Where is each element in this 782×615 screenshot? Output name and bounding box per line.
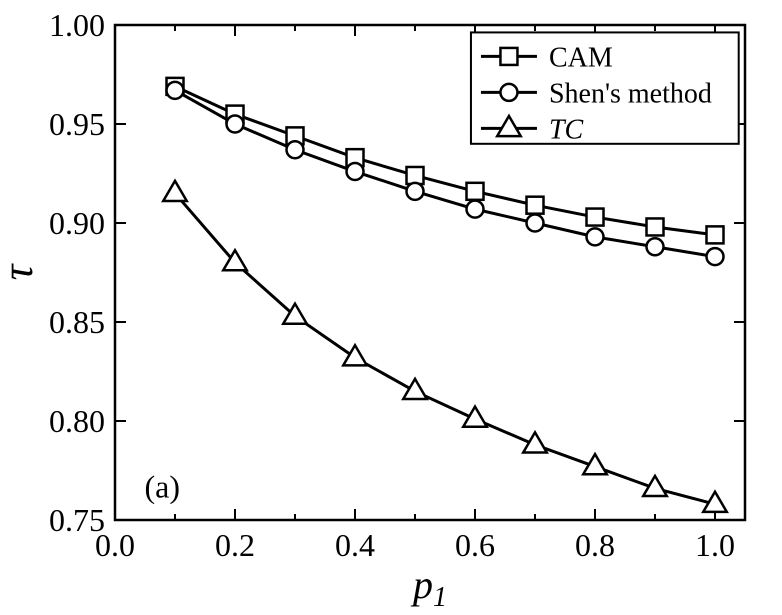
subplot-label: (a) (144, 469, 180, 505)
y-tick-label: 0.85 (49, 304, 105, 340)
x-tick-label: 0.8 (575, 527, 615, 563)
line-chart: 0.00.20.40.60.81.0p10.750.800.850.900.95… (0, 0, 782, 615)
y-tick-label: 0.75 (49, 502, 105, 538)
y-tick-label: 0.80 (49, 403, 105, 439)
legend-label: CAM (549, 42, 613, 73)
legend-label: TC (549, 114, 584, 145)
y-axis-label: τ (0, 262, 42, 280)
y-tick-label: 1.00 (49, 7, 105, 43)
x-tick-label: 1.0 (695, 527, 735, 563)
y-tick-label: 0.95 (49, 106, 105, 142)
x-tick-label: 0.6 (455, 527, 495, 563)
x-tick-label: 0.2 (215, 527, 255, 563)
legend-label: Shen's method (549, 78, 712, 109)
y-tick-label: 0.90 (49, 205, 105, 241)
x-tick-label: 0.4 (335, 527, 375, 563)
chart-svg: 0.00.20.40.60.81.0p10.750.800.850.900.95… (0, 0, 782, 615)
